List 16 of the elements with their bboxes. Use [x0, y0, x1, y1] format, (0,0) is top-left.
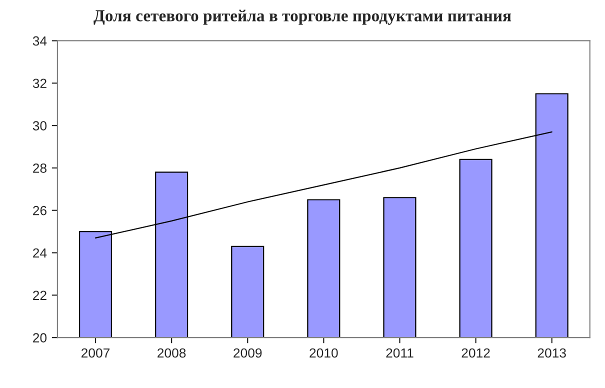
x-tick-label: 2009	[234, 348, 262, 358]
y-tick-label: 34	[32, 36, 47, 46]
y-tick-label: 28	[33, 164, 46, 173]
x-tick-label: 2007	[81, 348, 110, 358]
y-tick-label: 22	[33, 290, 46, 300]
x-tick-label: 2010	[310, 348, 338, 358]
chart-title: Доля сетевого ритейла в торговле продуктами питания	[94, 10, 512, 25]
x-tick-label: 2013	[538, 348, 566, 358]
x-tick-label: 2012	[462, 348, 490, 358]
y-tick-label: 30	[32, 121, 47, 130]
y-tick-label: 26	[33, 206, 46, 216]
y-tick-label: 20	[33, 333, 47, 342]
y-tick-label: 24	[33, 248, 47, 258]
y-tick-label: 32	[32, 78, 46, 88]
x-tick-label: 2008	[158, 348, 186, 358]
x-tick-label: 2011	[386, 348, 414, 358]
